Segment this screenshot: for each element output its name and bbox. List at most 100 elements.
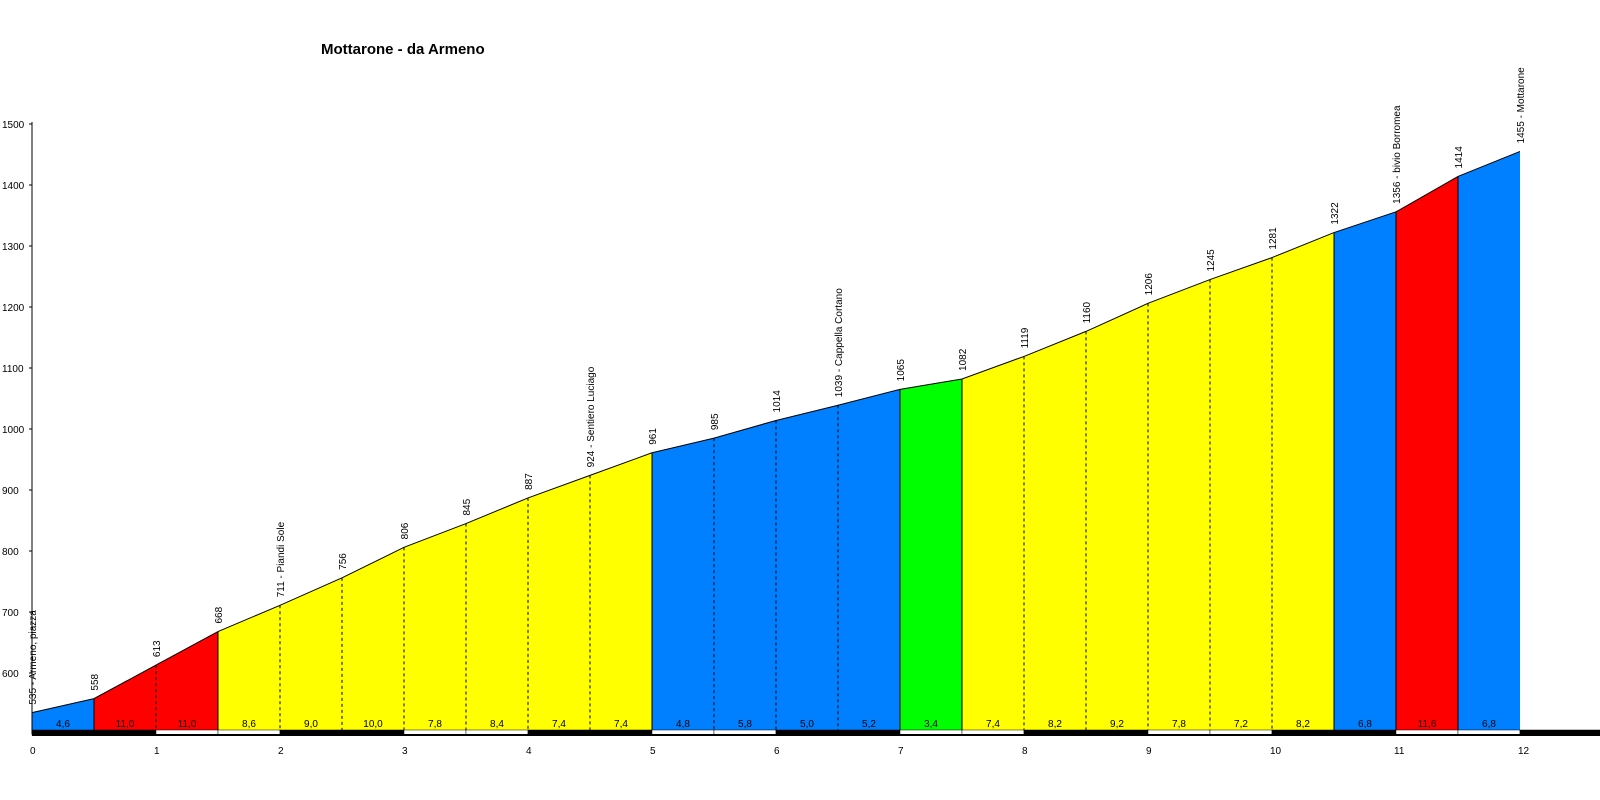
grade-segment-15 (900, 378, 962, 734)
x-axis: 0 1 2 3 4 5 6 7 8 9 10 11 12 (30, 746, 1530, 757)
grade-label: 8,4 (490, 719, 504, 730)
grade-label: 9,0 (304, 719, 318, 730)
point-label: 558 (90, 673, 101, 690)
grade-segment-16 (962, 356, 1024, 734)
grade-segment-7 (404, 523, 466, 734)
point-label: 1014 (772, 390, 783, 413)
y-tick-label: 1500 (2, 120, 25, 131)
grade-segment-6 (342, 547, 404, 734)
y-tick-label: 1400 (2, 181, 25, 192)
grade-label: 11,0 (178, 719, 197, 730)
point-label: 1039 - Cappella Cortano (834, 288, 845, 397)
x-tick-label: 7 (898, 746, 904, 757)
point-label: 1206 (1144, 273, 1155, 296)
grade-label: 8,2 (1048, 719, 1062, 730)
grade-label: 8,6 (242, 719, 256, 730)
point-label: 535 - Armeno, piazza (28, 610, 39, 705)
grade-label: 3,4 (924, 719, 938, 730)
grade-label: 5,8 (738, 719, 752, 730)
y-tick-label: 1300 (2, 242, 25, 253)
x-tick-label: 11 (1394, 746, 1405, 757)
x-tick-label: 12 (1518, 746, 1530, 757)
point-label: 613 (152, 640, 163, 657)
y-tick-label: 1100 (2, 364, 24, 375)
y-axis: 600 700 800 900 1000 1100 1200 1300 1400 1500 (2, 120, 33, 734)
x-tick-label: 3 (402, 746, 408, 757)
grade-label: 5,0 (800, 719, 814, 730)
point-label: 887 (524, 473, 535, 490)
point-labels: 535 - Armeno, piazza 558 613 668 711 - Piand… (28, 67, 1527, 705)
y-tick-label: 600 (2, 669, 19, 680)
grade-segment-1 (32, 698, 94, 734)
point-label: 1455 - Mottarone (1516, 67, 1527, 144)
grade-segment-4 (218, 605, 280, 734)
x-tick-label: 10 (1270, 746, 1282, 757)
point-label: 1322 (1330, 202, 1341, 225)
x-tick-label: 1 (154, 746, 160, 757)
x-tick-label: 4 (526, 746, 532, 757)
grade-label: 4,6 (56, 719, 70, 730)
point-label: 1414 (1454, 146, 1465, 169)
point-label: 756 (338, 553, 349, 570)
y-tick-label: 1200 (2, 303, 25, 314)
chart-title: Mottarone - da Armeno (321, 41, 485, 58)
point-label: 1065 (896, 359, 907, 382)
grade-label: 7,4 (986, 719, 1000, 730)
point-label: 711 - Piandi Sole (276, 521, 287, 597)
grade-segment-18 (1086, 303, 1148, 734)
y-tick-label: 800 (2, 547, 19, 558)
point-label: 1245 (1206, 249, 1217, 272)
grade-segment-24 (1458, 151, 1520, 734)
grade-label: 7,8 (428, 719, 442, 730)
point-label: 985 (710, 413, 721, 430)
y-tick-label: 1000 (2, 425, 25, 436)
profile-outline (31, 150, 1521, 714)
grade-segment-2 (94, 665, 156, 734)
x-tick-label: 6 (774, 746, 780, 757)
point-label: 1082 (958, 348, 969, 371)
x-tick-label: 5 (650, 746, 656, 757)
x-tick-label: 0 (30, 746, 36, 757)
grade-segment-8 (466, 497, 528, 734)
grade-segment-23 (1396, 176, 1458, 734)
grade-segment-13 (776, 405, 838, 734)
grade-segment-9 (528, 475, 590, 734)
point-label: 845 (462, 498, 473, 515)
grade-label: 7,2 (1234, 719, 1248, 730)
grade-label: 7,4 (614, 719, 628, 730)
grade-segment-19 (1148, 279, 1210, 734)
grade-segment-17 (1024, 331, 1086, 734)
grade-labels: 4,6 11,0 11,0 8,6 9,0 10,0 7,8 8,4 7,4 7,4 4,8 5,8 5… (56, 719, 1496, 730)
grade-segment-14 (838, 389, 900, 734)
profile-line (31, 150, 1521, 714)
grade-segment-21 (1272, 232, 1334, 734)
x-tick-label: 2 (278, 746, 284, 757)
grade-label: 5,2 (862, 719, 876, 730)
grade-label: 4,8 (676, 719, 690, 730)
point-label: 806 (400, 522, 411, 539)
x-tick-label: 8 (1022, 746, 1028, 757)
point-label: 961 (648, 428, 659, 445)
x-tick-label: 9 (1146, 746, 1152, 757)
point-label: 924 - Sentiero Luciago (586, 366, 597, 467)
grade-label: 11,6 (1418, 719, 1437, 730)
point-label: 668 (214, 606, 225, 623)
grade-segment-10 (590, 452, 652, 734)
grade-label: 6,8 (1482, 719, 1496, 730)
segment-dividers (93, 176, 1459, 734)
grade-segment-22 (1334, 211, 1396, 735)
grade-label: 9,2 (1110, 719, 1124, 730)
grade-label: 10,0 (363, 719, 383, 730)
point-label: 1356 - bivio Borromea (1392, 105, 1403, 204)
point-label: 1281 (1268, 227, 1279, 250)
point-label: 1160 (1082, 301, 1093, 323)
grade-label: 7,4 (552, 719, 566, 730)
grade-label: 7,8 (1172, 719, 1186, 730)
grade-segment-20 (1210, 257, 1272, 734)
grade-segment-5 (280, 577, 342, 734)
grade-label: 8,2 (1296, 719, 1310, 730)
point-label: 1119 (1020, 327, 1031, 348)
grade-segments (32, 151, 1520, 735)
y-tick-label: 900 (2, 486, 19, 497)
